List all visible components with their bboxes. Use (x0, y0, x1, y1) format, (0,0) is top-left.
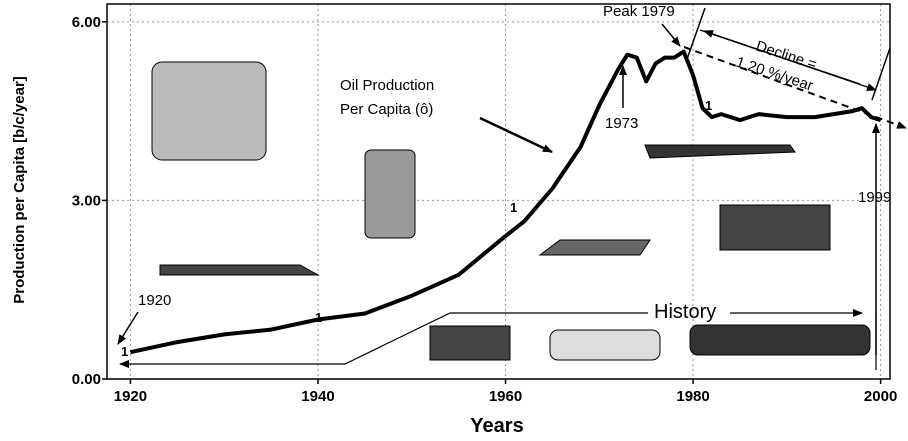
tick-line (686, 8, 705, 62)
y-tick-label: 3.00 (72, 192, 101, 209)
x-tick-label: 1980 (676, 388, 709, 405)
curve-marker: 1 (510, 200, 517, 215)
x-tick-label: 1960 (489, 388, 522, 405)
year-label: 1999 (858, 189, 891, 206)
year-label: 1973 (605, 115, 638, 132)
x-tick-label: 2000 (864, 388, 897, 405)
y-axis-label: Production per Capita [b/c/year] (11, 76, 28, 304)
x-tick-label: 1920 (114, 388, 147, 405)
y-tick-label: 6.00 (72, 14, 101, 31)
series-label: Per Capita (ô) (340, 101, 433, 118)
series-label: Oil Production (340, 77, 434, 94)
peak-label: Peak 1979 (603, 3, 675, 20)
arrow (480, 118, 552, 152)
x-axis-label: Years (470, 415, 523, 437)
history-label: History (654, 301, 716, 323)
curve-marker: 1 (121, 344, 128, 359)
chart: Production per Capita [b/c/year] Years O… (0, 0, 908, 441)
year-label: 1920 (138, 292, 171, 309)
arrow (662, 24, 680, 46)
x-tick-label: 1940 (301, 388, 334, 405)
arrow (118, 312, 138, 344)
y-tick-label: 0.00 (72, 371, 101, 388)
plot-frame (107, 4, 890, 379)
grid (107, 4, 890, 379)
